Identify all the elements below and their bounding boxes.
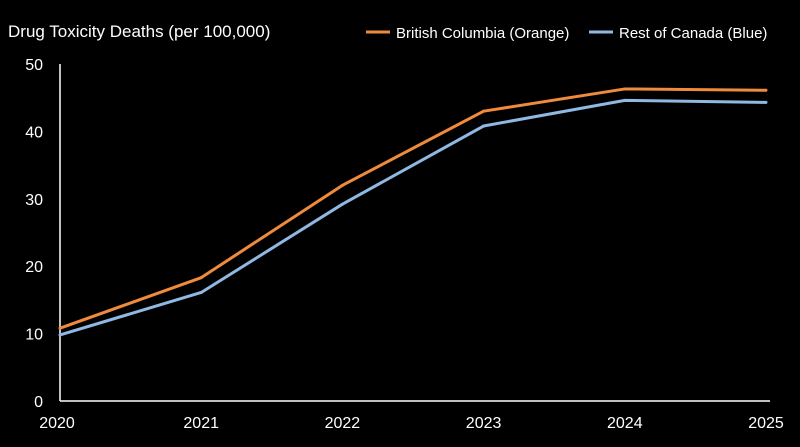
x-tick-label: 2021 — [183, 415, 219, 432]
y-tick-label: 50 — [25, 57, 43, 74]
axes — [59, 64, 770, 402]
data-point — [199, 290, 203, 294]
x-tick-label: 2020 — [39, 415, 75, 432]
data-point — [58, 333, 62, 337]
y-tick-label: 10 — [25, 327, 43, 344]
chart-title: Drug Toxicity Deaths (per 100,000) — [8, 22, 270, 41]
data-point — [482, 124, 486, 128]
data-point — [340, 202, 344, 206]
data-point — [340, 183, 344, 187]
legend-label-rest-of-canada: Rest of Canada (Blue) — [619, 25, 767, 42]
series-line-0 — [59, 87, 767, 330]
series-line-1 — [59, 98, 767, 337]
x-tick-label: 2023 — [466, 415, 502, 432]
data-point — [623, 98, 627, 102]
legend-label-british-columbia: British Columbia (Orange) — [396, 25, 569, 42]
y-tick-label: 0 — [34, 394, 43, 411]
x-tick-label: 2022 — [325, 415, 361, 432]
series-lines — [58, 87, 768, 337]
y-tick-label: 20 — [25, 259, 43, 276]
data-point — [623, 87, 627, 91]
tick-labels: 0 10 20 30 40 50 2020 2021 2022 2023 2024 2025 — [25, 57, 784, 432]
y-tick-label: 40 — [25, 124, 43, 141]
data-point — [482, 109, 486, 113]
x-tick-label: 2024 — [607, 415, 643, 432]
y-tick-label: 30 — [25, 192, 43, 209]
data-point — [764, 100, 768, 104]
legend: British Columbia (Orange) Rest of Canada… — [366, 25, 767, 42]
data-point — [58, 326, 62, 330]
x-tick-label: 2025 — [748, 415, 784, 432]
data-point — [199, 276, 203, 280]
data-point — [764, 88, 768, 92]
